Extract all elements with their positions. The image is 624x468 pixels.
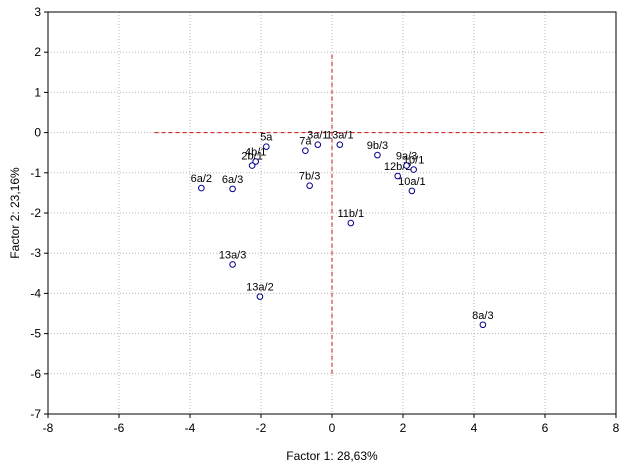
data-point: [229, 261, 236, 268]
data-point: [198, 184, 205, 192]
data-point-label: 6a/3: [222, 174, 243, 186]
data-point: [229, 185, 236, 193]
data-point-label: 10a/1: [398, 176, 426, 188]
x-axis-label: Factor 1: 28,63%: [286, 449, 378, 463]
data-point: [347, 219, 355, 227]
data-point: [479, 321, 487, 329]
y-axis-label: Factor 2: 23,16%: [8, 167, 22, 259]
data-point: [306, 182, 313, 189]
reference-lines: [154, 52, 545, 374]
data-point-label: 13a/1: [326, 130, 354, 142]
y-tick-label: -2: [30, 206, 41, 220]
data-point-label: 13a/2: [246, 282, 274, 294]
x-tick-label: 4: [471, 421, 478, 435]
data-point-label: 4b/1: [245, 147, 266, 159]
data-point: [314, 141, 322, 148]
y-tick-label: -7: [30, 407, 41, 421]
data-point: [252, 158, 259, 165]
data-point-label: 8a/3: [472, 310, 493, 322]
data-point: [403, 162, 410, 169]
x-tick-label: -6: [114, 421, 125, 435]
data-point-label: 2b/1: [241, 151, 262, 163]
data-point: [374, 151, 381, 159]
y-tick-label: -3: [30, 246, 41, 260]
data-point: [248, 162, 256, 169]
x-tick-label: 6: [542, 421, 549, 435]
data-point: [336, 141, 344, 148]
y-tick-label: 1: [34, 85, 41, 99]
data-point-label: 6a/2: [191, 173, 212, 185]
data-point-label: 7b/3: [299, 171, 320, 183]
y-tick-label: 3: [34, 5, 41, 19]
x-tick-label: -2: [256, 421, 267, 435]
data-point: [408, 187, 416, 195]
y-tick-label: 0: [34, 126, 41, 140]
y-tick-label: -4: [30, 286, 41, 300]
data-point-label: 9a/3: [396, 151, 417, 163]
data-point-label: 11b/1: [337, 208, 364, 220]
data-point: [263, 143, 270, 150]
x-tick-label: -8: [43, 421, 54, 435]
data-point-label: 3a/1: [307, 130, 328, 142]
data-point-label: 7a: [299, 136, 312, 148]
data-point-label: 13a/3: [219, 249, 247, 261]
x-tick-label: 2: [400, 421, 407, 435]
x-tick-label: -4: [185, 421, 196, 435]
data-point: [394, 172, 401, 180]
y-tick-label: -1: [30, 166, 41, 180]
data-point-label: 5a: [260, 132, 273, 144]
x-tick-label: 8: [613, 421, 620, 435]
x-tick-label: 0: [329, 421, 336, 435]
data-point: [302, 147, 309, 154]
y-tick-label: -6: [30, 367, 41, 381]
y-tick-label: 2: [34, 45, 41, 59]
data-point-label: 9b/3: [367, 140, 388, 152]
y-tick-label: -5: [30, 327, 41, 341]
y-axis-ticks: -7 -6 -5 -4 -3 -2 -1 0 1 2 3: [30, 5, 48, 421]
x-axis-ticks: -8 -6 -4 -2 0 2 4 6 8: [43, 414, 620, 435]
data-point: [256, 293, 264, 300]
data-point: [410, 166, 417, 173]
